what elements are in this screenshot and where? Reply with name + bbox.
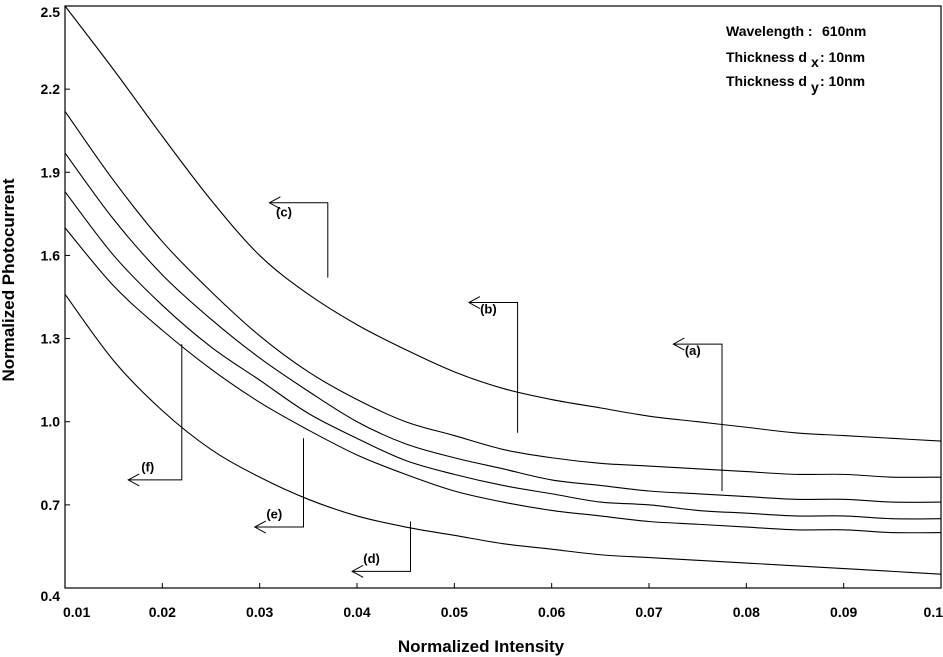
curve-e: [64, 191, 942, 520]
thickness-x-value: : 10nm: [820, 49, 865, 65]
annotation-arrowhead: [127, 473, 140, 487]
x-tick-label: 0.1: [924, 604, 943, 620]
thickness-y-subscript: y: [811, 79, 819, 95]
curve-a: [64, 152, 942, 503]
x-tick-label: 0.01: [63, 604, 90, 620]
wavelength-label: Wavelength :: [726, 23, 813, 39]
annotation-leader: [352, 521, 411, 572]
curves: [64, 5, 942, 575]
thickness-y-value: : 10nm: [820, 73, 865, 89]
thickness-x-subscript: x: [811, 54, 819, 70]
y-tick-label: 2.5: [41, 4, 61, 20]
curve-annotations: (c) (b) (a) (f) (e) (d): [127, 196, 723, 578]
x-tick-label: 0.08: [733, 604, 760, 620]
curve-label-b: (b): [480, 302, 497, 317]
curve-c: [64, 5, 942, 442]
info-box: Wavelength : 610nm Thickness d x : 10nm …: [726, 23, 866, 95]
curve-label-a: (a): [685, 343, 701, 358]
annotation-arrowhead: [467, 296, 481, 309]
y-tick-label: 1.6: [41, 247, 61, 263]
annotation-leader: [128, 344, 183, 481]
annotation-leader: [269, 202, 329, 278]
x-axis-ticks: 0.01 0.02 0.03 0.04 0.05 0.06 0.07 0.08 0.09 0.1: [63, 583, 943, 620]
annotation-leader: [468, 302, 519, 433]
curve-d: [64, 293, 942, 575]
curve-f: [64, 227, 942, 534]
y-tick-label: 1.9: [41, 164, 61, 180]
curve-b: [64, 110, 942, 478]
annotation-arrowhead: [253, 520, 267, 534]
y-axis-ticks: 0.4 0.7 1.0 1.3 1.6 1.9 2.2 2.5: [41, 4, 70, 604]
y-tick-label: 0.4: [41, 588, 61, 604]
annotation-arrowhead: [268, 196, 281, 210]
x-tick-label: 0.02: [149, 604, 176, 620]
x-axis-title: Normalized Intensity: [398, 637, 565, 656]
curve-label-f: (f): [141, 460, 154, 475]
y-tick-label: 2.2: [41, 81, 61, 97]
annotation-arrowhead: [351, 564, 364, 578]
x-tick-label: 0.09: [830, 604, 857, 620]
x-tick-label: 0.05: [441, 604, 468, 620]
x-tick-label: 0.07: [635, 604, 662, 620]
wavelength-value: 610nm: [822, 23, 866, 39]
curve-label-c: (c): [276, 205, 292, 220]
plot-frame: [64, 5, 942, 589]
y-tick-label: 1.0: [41, 414, 61, 430]
thickness-y-label: Thickness d: [726, 73, 807, 89]
annotation-leader: [254, 438, 304, 528]
x-tick-label: 0.06: [538, 604, 565, 620]
y-tick-label: 0.7: [41, 497, 61, 513]
curve-label-e: (e): [266, 507, 282, 522]
curve-label-d: (d): [363, 551, 380, 566]
y-axis-title: Normalized Photocurrent: [0, 178, 18, 381]
x-tick-label: 0.04: [343, 604, 370, 620]
y-tick-label: 1.3: [41, 331, 61, 347]
annotation-arrowhead: [672, 337, 685, 351]
thickness-x-label: Thickness d: [726, 49, 807, 65]
annotation-leader: [673, 343, 723, 491]
x-tick-label: 0.03: [246, 604, 273, 620]
